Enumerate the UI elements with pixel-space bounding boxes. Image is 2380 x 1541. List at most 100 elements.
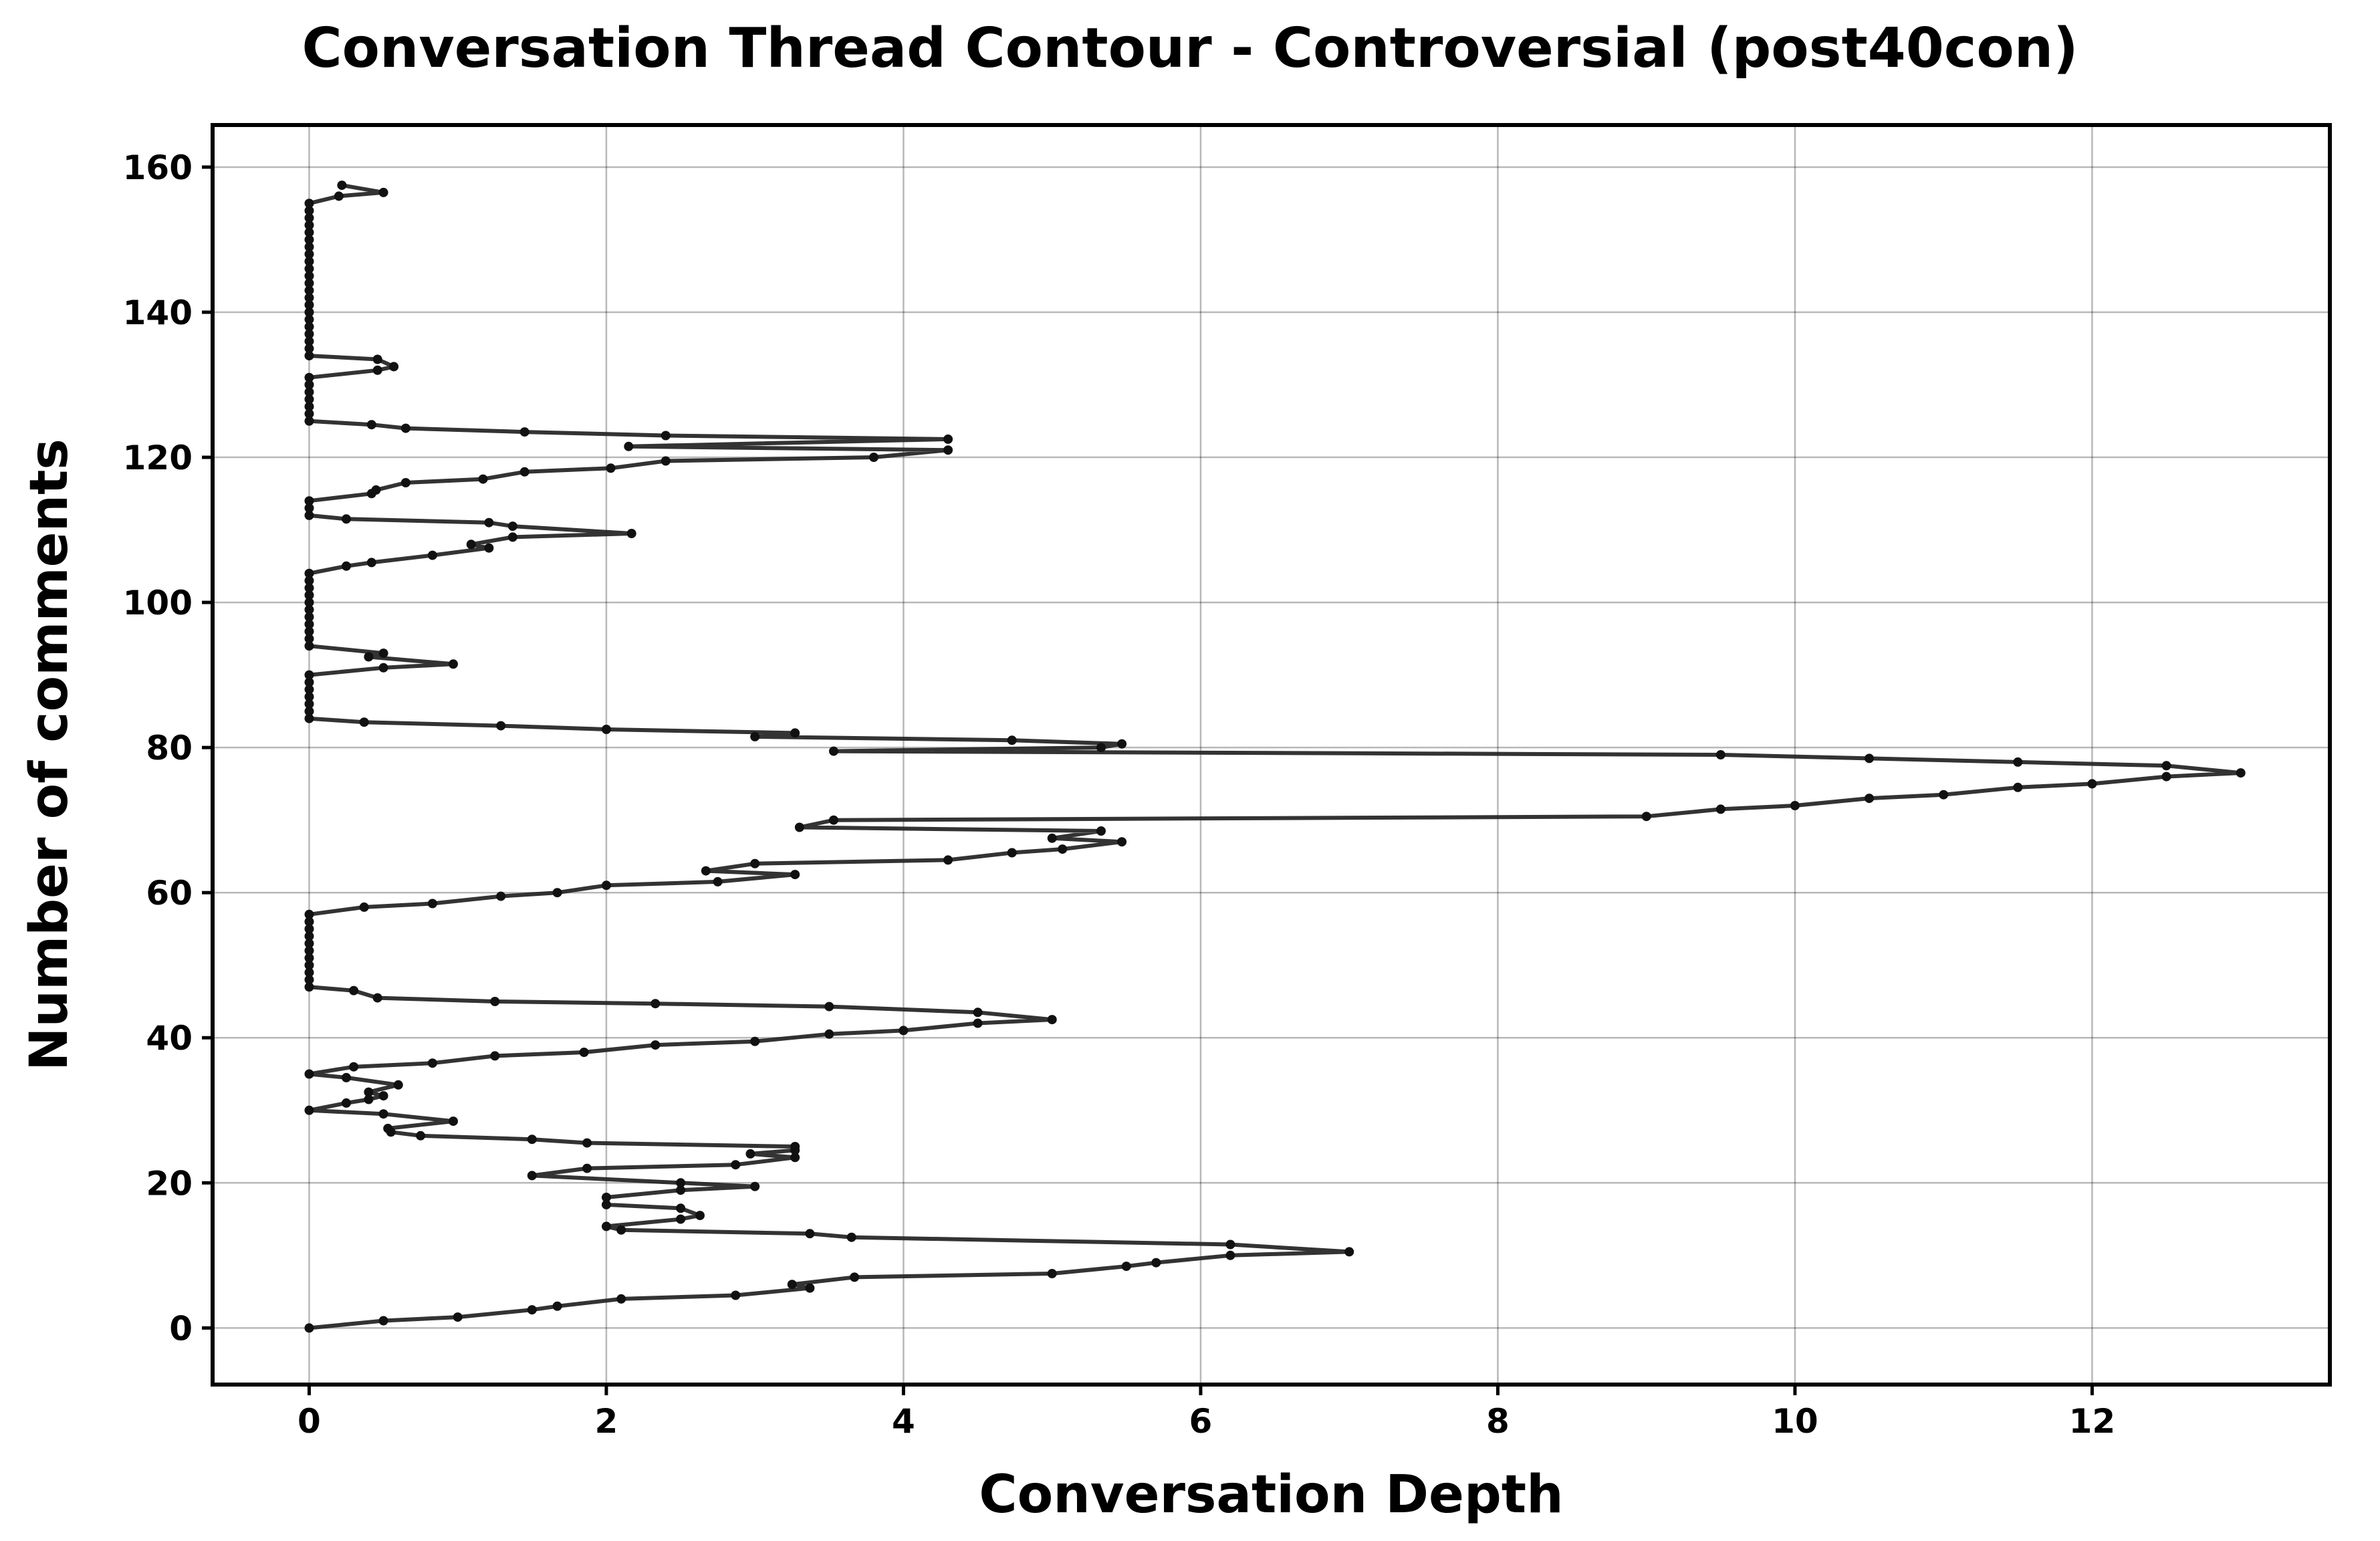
y-tick-label: 160	[123, 148, 193, 187]
data-point	[602, 1199, 611, 1209]
data-point	[304, 590, 314, 600]
data-point	[1047, 1015, 1057, 1025]
data-point	[416, 1131, 426, 1141]
data-point	[661, 431, 671, 441]
data-point	[304, 612, 314, 622]
data-point	[624, 441, 634, 451]
data-point	[790, 1153, 800, 1163]
data-point	[1641, 812, 1651, 822]
data-point	[2161, 761, 2171, 771]
data-point	[527, 1171, 537, 1181]
x-axis-label: Conversation Depth	[979, 1465, 1563, 1525]
data-point	[1007, 848, 1017, 858]
data-point	[304, 206, 314, 216]
data-point	[304, 713, 314, 723]
data-point	[383, 1123, 393, 1133]
data-point	[378, 663, 388, 673]
data-point	[453, 1312, 463, 1322]
data-point	[750, 858, 760, 868]
data-point	[304, 670, 314, 680]
data-point	[496, 721, 506, 731]
data-point	[304, 285, 314, 295]
data-point	[304, 953, 314, 963]
data-point	[1096, 826, 1106, 836]
data-point	[304, 1323, 314, 1333]
y-tick-label: 40	[146, 1019, 193, 1058]
data-point	[400, 478, 410, 487]
data-point	[794, 822, 804, 832]
data-point	[304, 372, 314, 382]
data-point	[507, 521, 517, 531]
data-point	[304, 685, 314, 695]
data-point	[304, 249, 314, 259]
plot-frame	[211, 123, 2332, 1387]
data-point	[304, 329, 314, 339]
data-point	[304, 677, 314, 687]
data-point	[1047, 833, 1057, 843]
data-point	[2161, 772, 2171, 782]
data-point	[606, 463, 616, 473]
data-point	[304, 692, 314, 702]
data-point	[304, 946, 314, 955]
data-point	[304, 939, 314, 949]
data-point	[342, 514, 351, 524]
x-tick-label: 8	[1486, 1402, 1510, 1441]
data-point	[304, 496, 314, 506]
data-point	[304, 917, 314, 927]
data-point	[616, 1225, 626, 1235]
data-point	[304, 213, 314, 223]
series-line	[307, 183, 2243, 1330]
x-tick-label: 10	[1772, 1402, 1818, 1441]
data-point	[1344, 1247, 1354, 1257]
data-point	[304, 982, 314, 992]
data-point	[943, 855, 953, 865]
data-point	[304, 278, 314, 288]
data-point	[304, 220, 314, 230]
data-point	[750, 731, 760, 741]
x-tick-label: 12	[2069, 1402, 2116, 1441]
data-point	[304, 576, 314, 586]
data-point	[304, 199, 314, 209]
data-point	[790, 728, 800, 738]
data-point	[400, 423, 410, 433]
data-point	[527, 1305, 537, 1315]
data-point	[650, 999, 661, 1009]
x-tick-label: 6	[1189, 1402, 1213, 1441]
data-point	[304, 322, 314, 332]
data-point	[342, 1098, 351, 1108]
data-point	[304, 960, 314, 970]
data-point	[1790, 801, 1800, 810]
data-point	[304, 263, 314, 273]
data-point	[1225, 1239, 1235, 1250]
data-point	[304, 634, 314, 644]
data-point	[304, 408, 314, 419]
data-point	[304, 503, 314, 513]
y-tick-label: 140	[123, 293, 193, 332]
data-point	[1715, 750, 1726, 759]
data-point	[869, 453, 878, 462]
x-tick-label: 2	[595, 1402, 618, 1441]
data-point	[616, 1294, 626, 1304]
data-point	[661, 456, 671, 466]
data-point	[466, 540, 476, 550]
data-point	[824, 1001, 834, 1012]
data-point	[304, 416, 314, 426]
data-point	[676, 1185, 686, 1195]
data-point	[304, 394, 314, 404]
data-point	[787, 1280, 797, 1290]
data-point	[378, 187, 388, 197]
data-point	[2087, 779, 2097, 789]
data-point	[304, 967, 314, 977]
data-point	[304, 257, 314, 266]
data-point	[304, 344, 314, 354]
data-point	[1939, 790, 1949, 800]
data-point	[304, 308, 314, 317]
data-point	[973, 1018, 983, 1028]
data-point	[304, 931, 314, 941]
data-point	[579, 1048, 589, 1057]
data-point	[582, 1163, 592, 1173]
data-point	[602, 1193, 611, 1202]
data-point	[378, 1109, 388, 1119]
y-axis-label: Number of comments	[19, 439, 80, 1071]
data-point	[1007, 735, 1017, 745]
